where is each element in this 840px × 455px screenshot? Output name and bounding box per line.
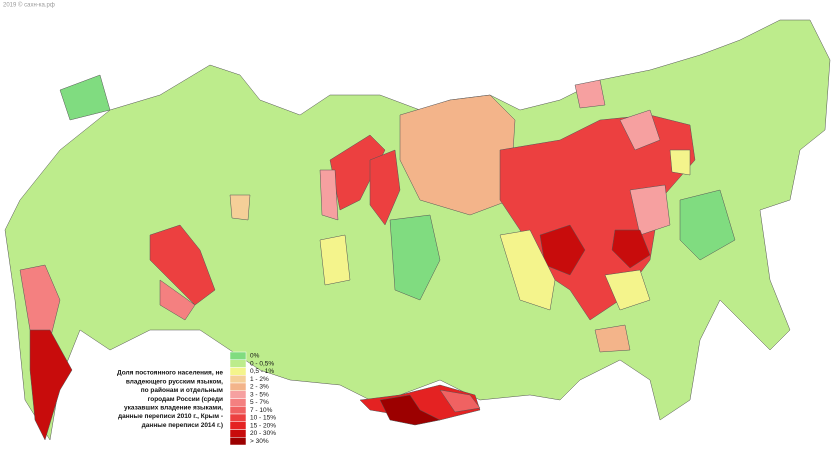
legend-title-line: владеющего русским языком, (126, 378, 223, 385)
legend-label: > 30% (250, 438, 269, 445)
legend-swatch (229, 421, 247, 430)
legend-title-line: данные переписи 2010 г., Крым - (118, 413, 223, 420)
legend-label: 1 - 2% (250, 376, 269, 383)
region (319, 234, 351, 286)
legend-title-line: городам России (среди (148, 396, 223, 403)
legend-label: 20 - 30% (250, 430, 276, 437)
region (229, 194, 251, 221)
legend: 0%0 - 0,5%0,5 - 1%1 - 2%2 - 3%3 - 5%5 - … (229, 351, 276, 446)
legend-title-line: Доля постоянного населения, не (117, 370, 223, 377)
legend-swatch (229, 390, 247, 399)
region (29, 329, 73, 441)
legend-label: 5 - 7% (250, 399, 269, 406)
legend-title-line: указавших владение языками, (124, 405, 223, 412)
region (629, 184, 671, 236)
legend-label: 0% (250, 353, 260, 360)
legend-label: 7 - 10% (250, 407, 273, 414)
region (369, 149, 401, 226)
legend-swatch (229, 398, 247, 407)
region (679, 189, 736, 261)
legend-swatch (229, 375, 247, 384)
region (604, 269, 651, 311)
region (611, 229, 651, 269)
legend-title-line: по районам и отдельным (141, 386, 223, 394)
legend-title: Доля постоянного населения, невладеющего… (117, 370, 223, 429)
legend-swatch (229, 437, 247, 446)
region (149, 224, 216, 306)
region (319, 169, 339, 221)
legend-label: 15 - 20% (250, 422, 276, 429)
region (389, 214, 441, 301)
region (619, 109, 661, 151)
regions (4, 19, 831, 441)
region (59, 74, 111, 121)
region (439, 389, 481, 413)
legend-label: 0 - 0,5% (250, 360, 274, 367)
legend-label: 10 - 15% (250, 415, 276, 422)
region (159, 279, 196, 321)
legend-swatch (229, 382, 247, 391)
region (499, 229, 556, 311)
watermark: 2019 © сахн-ка.рф (3, 2, 55, 9)
legend-swatch (229, 351, 247, 360)
legend-label: 0,5 - 1% (250, 368, 274, 375)
legend-title-line: данные переписи 2014 г.) (142, 422, 223, 429)
legend-swatch (229, 367, 247, 376)
region (574, 79, 606, 109)
legend-swatch (229, 429, 247, 438)
legend-swatch (229, 406, 247, 415)
region (379, 394, 441, 426)
legend-label: 2 - 3% (250, 384, 269, 391)
region (19, 264, 61, 341)
region (594, 324, 631, 353)
legend-label: 3 - 5% (250, 391, 269, 398)
legend-swatch (229, 359, 247, 368)
region (669, 149, 691, 176)
legend-swatch (229, 413, 247, 422)
